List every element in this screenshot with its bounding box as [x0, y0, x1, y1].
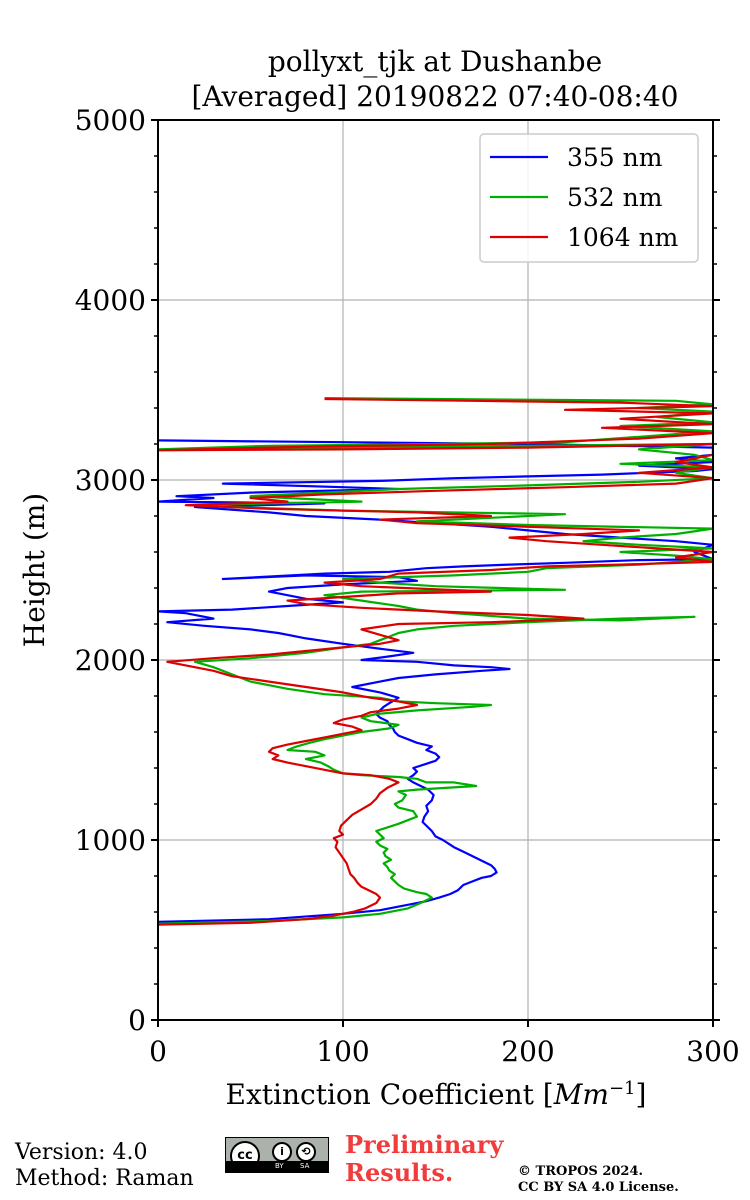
y-axis-label: Height (m)	[18, 493, 51, 647]
x-axis-label: Extinction Coefficient [Mm−1]	[226, 1078, 647, 1110]
sa-share-alike-icon: ⟲	[296, 1142, 316, 1162]
series-line-1064-nm	[158, 397, 713, 926]
version-text: Version: 4.0	[15, 1140, 148, 1165]
x-tick-label-0: 0	[149, 1035, 167, 1068]
extinction-chart: pollyxt_tjk at Dushanbe [Averaged] 20190…	[18, 45, 740, 1110]
copyright-line-2: CC BY SA 4.0 License.	[518, 1180, 679, 1195]
y-tick-label-5: 5000	[75, 104, 146, 137]
legend-box	[479, 133, 699, 263]
series-line-532-nm	[158, 397, 713, 925]
preliminary-line-2: Results.	[345, 1158, 454, 1187]
x-tick-label-2: 200	[501, 1035, 554, 1068]
grid-lines	[158, 120, 713, 1020]
series-line-355-nm	[158, 439, 713, 923]
series-layer	[158, 397, 713, 926]
legend-label-1064-nm: 1064 nm	[567, 223, 679, 252]
y-tick-label-1: 1000	[75, 824, 146, 857]
preliminary-line-1: Preliminary	[345, 1130, 504, 1159]
y-tick-label-3: 3000	[75, 464, 146, 497]
axis-ticks: 0 1000 2000 3000 4000 5000 0 100 200 300	[75, 104, 740, 1068]
badge-bar: BY SA	[226, 1161, 328, 1172]
method-text: Method: Raman	[15, 1166, 194, 1191]
plot-frame	[157, 119, 714, 1021]
badge-sa-label: SA	[300, 1162, 310, 1170]
cc-license-badge: cc i ⟲ BY SA	[225, 1137, 329, 1173]
legend-label-355-nm: 355 nm	[567, 143, 663, 172]
y-tick-label-0: 0	[128, 1004, 146, 1037]
badge-by-label: BY	[275, 1162, 284, 1170]
chart-title-line-1: pollyxt_tjk at Dushanbe	[268, 45, 602, 78]
x-tick-label-1: 100	[316, 1035, 369, 1068]
legend: 355 nm 532 nm 1064 nm	[479, 133, 699, 263]
legend-label-532-nm: 532 nm	[567, 183, 663, 212]
x-tick-label-3: 300	[686, 1035, 739, 1068]
copyright-line-1: © TROPOS 2024.	[518, 1164, 644, 1179]
y-tick-label-4: 4000	[75, 284, 146, 317]
by-attribution-icon: i	[272, 1142, 292, 1162]
y-tick-label-2: 2000	[75, 644, 146, 677]
chart-title-line-2: [Averaged] 20190822 07:40-08:40	[192, 80, 679, 113]
